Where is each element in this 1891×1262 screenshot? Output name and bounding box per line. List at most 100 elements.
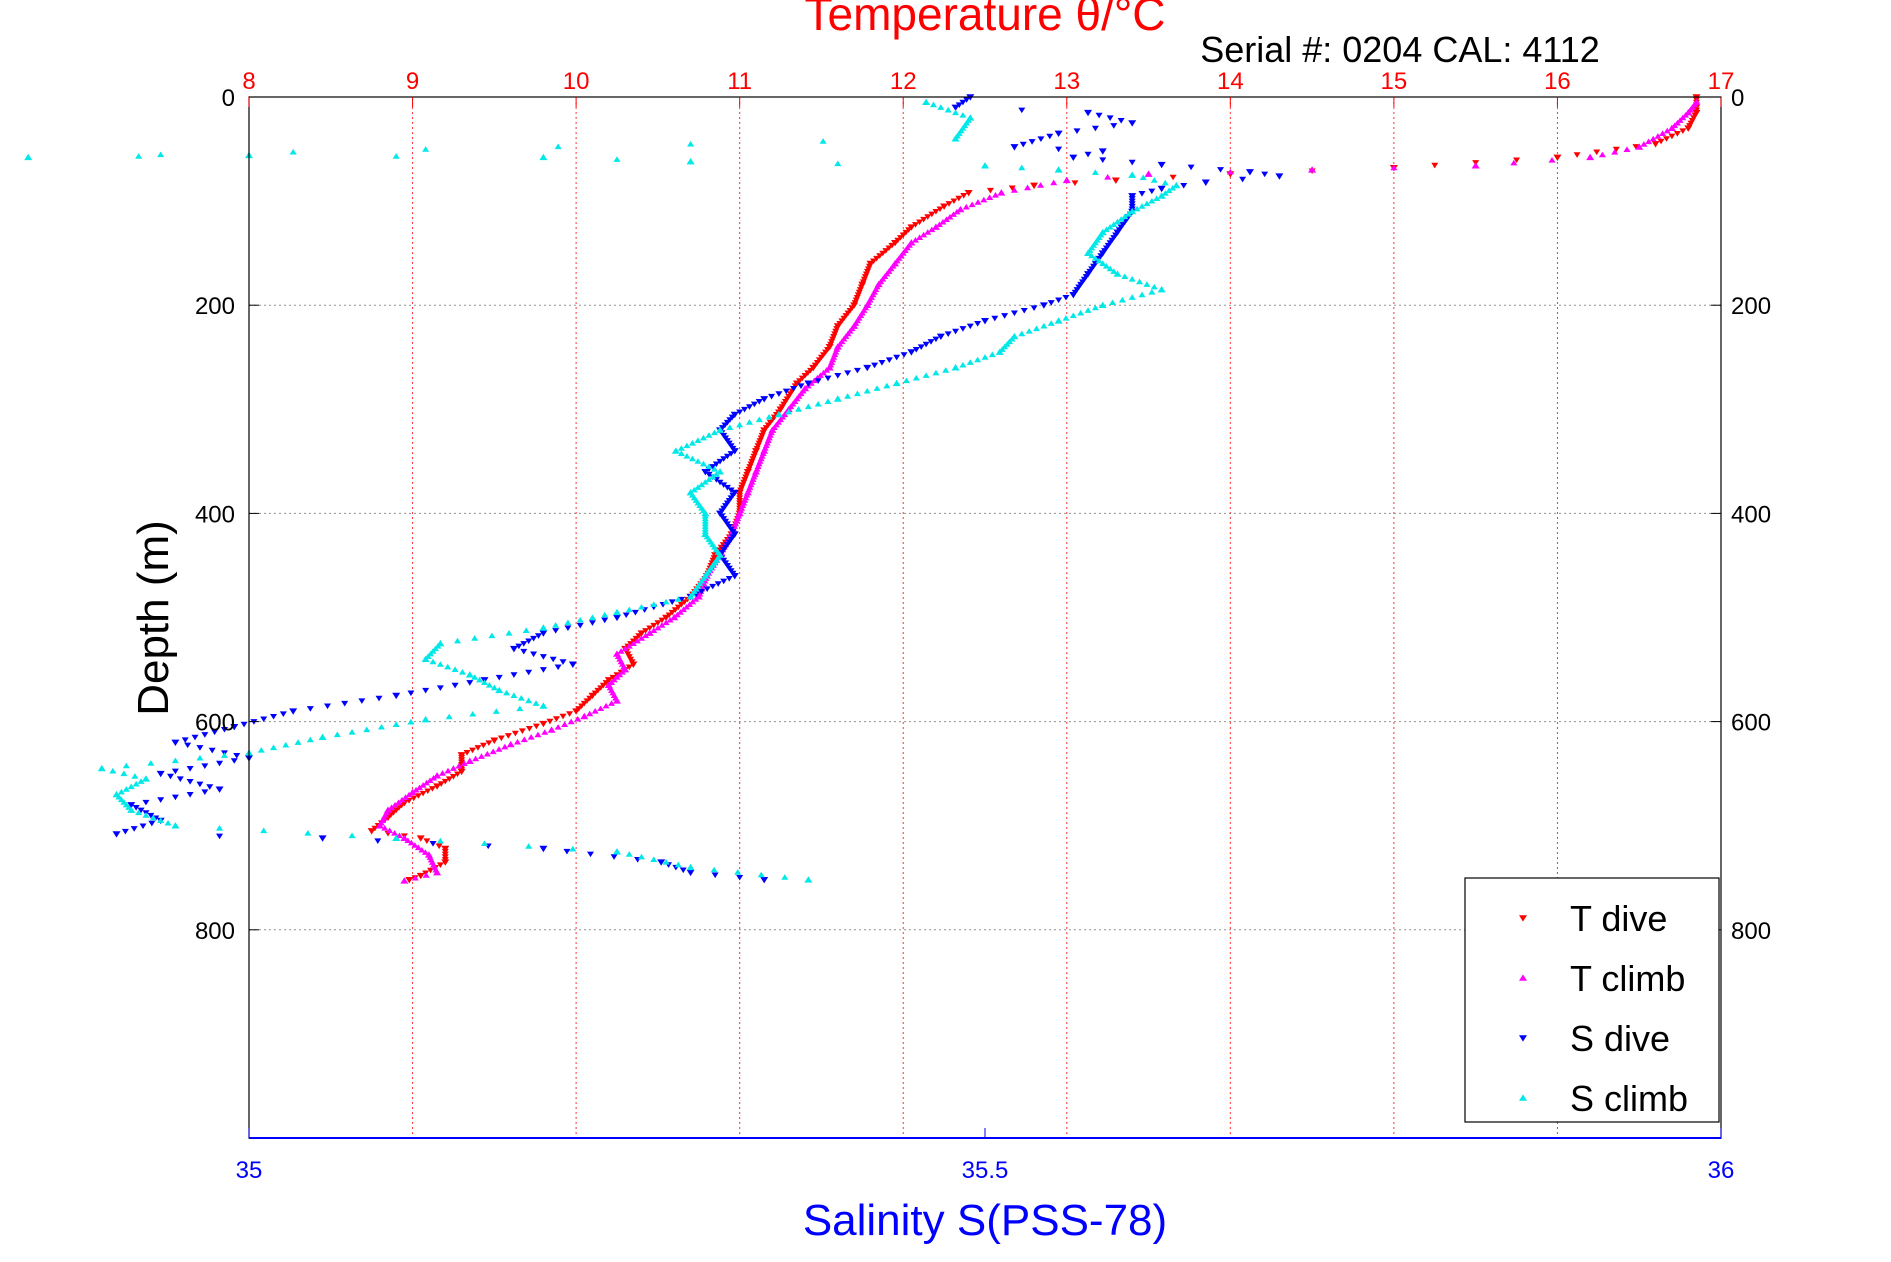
data-point-trace — [1138, 191, 1146, 197]
data-point-trace — [824, 375, 832, 382]
data-point-trace — [1084, 151, 1092, 158]
temperature-tick-label: 14 — [1217, 68, 1244, 95]
data-point-trace — [515, 643, 523, 650]
data-point — [1111, 177, 1120, 184]
data-point-trace — [220, 752, 228, 758]
data-point — [416, 835, 425, 842]
data-point-trace — [912, 346, 920, 353]
data-point-trace — [1611, 149, 1619, 155]
data-point — [1128, 171, 1137, 178]
data-point-trace — [966, 359, 974, 365]
data-point-trace — [642, 628, 650, 634]
data-point-trace — [306, 706, 314, 712]
data-point-trace — [946, 213, 954, 220]
data-point — [1157, 185, 1166, 193]
data-point-trace — [147, 760, 155, 766]
data-point — [230, 724, 239, 731]
data-point-trace — [201, 763, 209, 769]
data-point-trace — [944, 106, 952, 113]
data-point-trace — [736, 409, 744, 416]
data-point-trace — [392, 153, 400, 159]
temperature-tick-label: 13 — [1053, 68, 1080, 95]
data-point-trace — [282, 741, 290, 748]
data-point-trace — [638, 635, 646, 641]
data-point-trace — [1138, 291, 1146, 298]
data-point — [24, 153, 33, 161]
data-point-trace — [451, 682, 459, 689]
data-point-trace — [439, 770, 447, 776]
data-point-trace — [920, 231, 928, 238]
data-point-trace — [495, 746, 503, 752]
data-point-trace — [1091, 255, 1099, 261]
legend-marker — [1519, 1094, 1527, 1101]
data-point-trace — [476, 676, 484, 683]
data-point — [580, 712, 589, 720]
data-point — [951, 364, 960, 371]
data-point — [1010, 332, 1019, 340]
data-point — [997, 189, 1006, 196]
data-point-trace — [375, 695, 383, 702]
data-point-trace — [466, 680, 474, 686]
data-point-trace — [690, 486, 698, 493]
data-point-trace — [1046, 133, 1054, 140]
data-point-trace — [1018, 164, 1026, 171]
data-point-trace — [422, 872, 430, 878]
data-point-trace — [471, 635, 479, 641]
grid — [249, 97, 1721, 1138]
data-point — [956, 205, 965, 213]
data-point-trace — [1106, 115, 1114, 121]
data-point-trace — [955, 102, 963, 108]
data-point-trace — [504, 733, 512, 739]
data-point — [907, 349, 916, 356]
data-point-trace — [1239, 176, 1247, 183]
data-point-trace — [481, 679, 489, 686]
data-point — [662, 614, 671, 622]
data-point-trace — [871, 362, 879, 369]
data-point-trace — [437, 781, 445, 787]
data-point — [804, 380, 813, 387]
data-point-trace — [705, 476, 713, 483]
data-point-trace — [429, 658, 437, 665]
data-point-trace — [705, 463, 713, 470]
data-point — [1172, 181, 1181, 189]
data-point-trace — [1143, 200, 1151, 207]
data-point-trace — [525, 697, 533, 704]
data-point — [730, 573, 739, 580]
data-point-trace — [677, 596, 685, 603]
data-point-trace — [928, 226, 936, 233]
data-point — [156, 770, 165, 778]
data-point-trace — [677, 445, 685, 451]
data-point-trace — [1431, 162, 1439, 169]
data-point — [1651, 141, 1660, 148]
data-point-trace — [986, 187, 994, 194]
data-point-trace — [668, 599, 676, 606]
data-point-trace — [510, 692, 518, 699]
legend-label: S dive — [1570, 1018, 1670, 1059]
data-point-trace — [1020, 307, 1028, 314]
data-point-trace — [1663, 127, 1671, 134]
data-point-trace — [912, 374, 920, 381]
data-point-trace — [564, 619, 572, 626]
data-point-trace — [687, 140, 695, 147]
data-point — [716, 426, 725, 433]
data-point-trace — [646, 625, 654, 632]
data-point-trace — [422, 146, 430, 152]
data-point-trace — [428, 786, 436, 792]
data-point-trace — [782, 388, 790, 395]
data-point-trace — [567, 718, 575, 725]
data-point-trace — [391, 830, 399, 836]
data-point-trace — [206, 784, 214, 790]
data-point — [112, 831, 121, 838]
data-point-trace — [981, 354, 989, 360]
data-point-trace — [157, 797, 165, 803]
salinity-tick-label: 35.5 — [962, 1157, 1009, 1184]
data-point-trace — [1106, 223, 1114, 230]
data-point-trace — [377, 723, 385, 730]
data-point-trace — [920, 216, 928, 223]
data-point-trace — [986, 194, 994, 200]
data-point-trace — [1548, 157, 1556, 163]
data-point — [457, 768, 466, 776]
legend-marker — [1519, 974, 1527, 981]
